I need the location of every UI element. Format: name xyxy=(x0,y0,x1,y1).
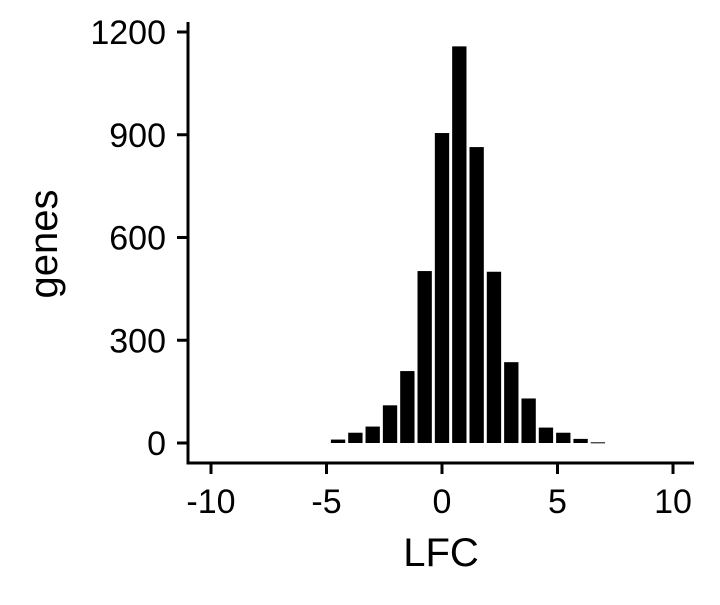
histogram-bar xyxy=(400,371,415,443)
histogram-bar xyxy=(434,133,450,444)
y-tick-label: 0 xyxy=(147,425,166,463)
bars-layer xyxy=(330,46,606,444)
histogram-bar xyxy=(556,432,571,443)
histogram-bar xyxy=(590,442,606,444)
x-axis-label: LFC xyxy=(403,531,479,575)
y-tick-label: 600 xyxy=(109,220,166,258)
histogram-bar xyxy=(573,438,588,443)
y-tick-label: 300 xyxy=(109,322,166,360)
histogram-bar xyxy=(330,439,346,443)
histogram-bar xyxy=(469,147,484,443)
histogram-bar xyxy=(348,432,363,443)
histogram-bar xyxy=(521,398,536,443)
histogram-bar xyxy=(365,426,380,443)
y-axis-label: genes xyxy=(22,190,66,299)
x-tick-label: 0 xyxy=(433,483,452,521)
histogram-bar xyxy=(538,427,554,443)
histogram-bar xyxy=(504,362,519,443)
x-tick-label: -5 xyxy=(311,483,341,521)
y-tick-label: 1200 xyxy=(90,14,166,52)
x-tick-label: 5 xyxy=(548,483,567,521)
histogram-bar xyxy=(486,271,502,443)
histogram-bar xyxy=(417,271,432,443)
x-tick-label: 10 xyxy=(654,483,692,521)
histogram-bar xyxy=(382,405,398,443)
x-tick-label: -10 xyxy=(186,483,235,521)
axes-layer: -10 -5 0 5 10 0 300 600 900 1200 xyxy=(90,14,694,521)
histogram-bar xyxy=(452,46,467,443)
y-tick-label: 900 xyxy=(109,117,166,155)
